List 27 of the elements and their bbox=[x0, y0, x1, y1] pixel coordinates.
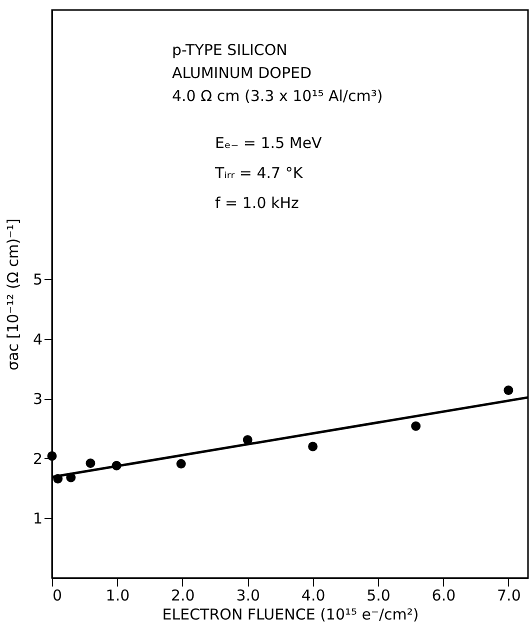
y-tick-label: 1 bbox=[32, 510, 42, 528]
x-tick-label: 3.0 bbox=[236, 586, 260, 604]
point bbox=[308, 442, 318, 452]
y-tick-label: 4 bbox=[32, 330, 42, 348]
x-tick-label: 2.0 bbox=[170, 586, 195, 604]
x-tick-label: 4.0 bbox=[301, 586, 326, 604]
annotation: Eₑ₋ = 1.5 MeV bbox=[215, 134, 323, 152]
x-tick-label: 5.0 bbox=[366, 586, 390, 604]
x-tick-label: 6.0 bbox=[432, 586, 456, 604]
annotation: f = 1.0 kHz bbox=[215, 194, 299, 212]
point bbox=[86, 458, 96, 468]
y-axis-title: σac [10⁻¹² (Ω cm)⁻¹] bbox=[4, 218, 22, 370]
annotation: p-TYPE SILICON bbox=[172, 41, 288, 59]
y-tick-label: 2 bbox=[32, 450, 42, 468]
x-tick-label: 1.0 bbox=[106, 586, 130, 604]
point bbox=[504, 386, 514, 395]
x-axis-title: ELECTRON FLUENCE (10¹⁵ e⁻/cm²) bbox=[162, 606, 419, 624]
annotation: ALUMINUM DOPED bbox=[172, 64, 312, 82]
x-tick-label: 7.0 bbox=[497, 586, 521, 604]
y-tick-label: 3 bbox=[32, 390, 42, 408]
annotation: Tᵢᵣᵣ = 4.7 °K bbox=[214, 164, 304, 182]
annotation: 4.0 Ω cm (3.3 x 10¹⁵ Al/cm³) bbox=[172, 87, 383, 105]
point bbox=[176, 459, 186, 469]
point bbox=[47, 451, 57, 461]
y-tick-label: 5 bbox=[32, 270, 42, 289]
x-tick-label: 0 bbox=[52, 586, 62, 604]
point bbox=[411, 421, 421, 431]
